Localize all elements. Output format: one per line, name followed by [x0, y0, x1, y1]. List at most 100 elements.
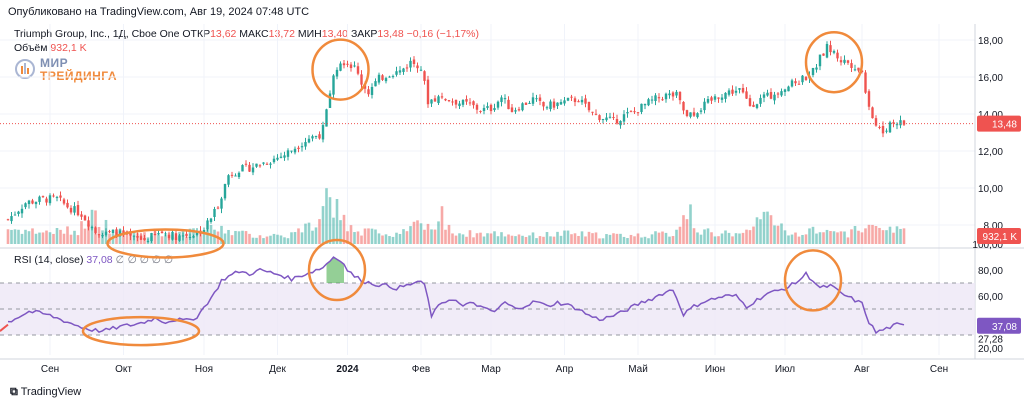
- candle-body: [825, 43, 829, 58]
- candle-body: [234, 175, 237, 177]
- candle-body: [874, 118, 878, 126]
- volume-bar: [416, 220, 419, 244]
- candle-body: [335, 69, 339, 77]
- time-tick-label: Ноя: [195, 364, 213, 375]
- candle-body: [227, 175, 230, 185]
- candle-body: [829, 45, 832, 53]
- candle-body: [577, 101, 580, 103]
- rsi-legend: RSI (14, close) 37,08 ∅ ∅ ∅ ∅ ∅: [14, 254, 173, 266]
- volume-bar: [787, 235, 790, 244]
- volume-bar: [300, 232, 304, 244]
- tradingview-brand[interactable]: ⧉ TradingView: [10, 386, 81, 399]
- volume-bar: [447, 224, 451, 244]
- candle-body: [370, 86, 374, 95]
- candle-body: [482, 107, 486, 112]
- volume-bar: [594, 232, 598, 244]
- volume-bar: [227, 229, 230, 244]
- candle-body: [867, 91, 871, 107]
- volume-bar: [405, 231, 409, 244]
- rsi-name[interactable]: RSI (14, close): [14, 254, 84, 266]
- rsi-band: [0, 282, 975, 336]
- candle-body: [451, 101, 454, 103]
- candle-body: [437, 96, 440, 104]
- symbol-name[interactable]: Triumph Group, Inc., 1Д, Cboe One: [14, 28, 180, 40]
- volume-bar: [685, 219, 689, 244]
- volume-bar: [27, 231, 31, 244]
- volume-bar: [661, 231, 664, 244]
- volume-bar: [892, 232, 895, 244]
- volume-bar: [720, 233, 724, 244]
- close-value: 13,48: [377, 28, 404, 40]
- candle-body: [90, 226, 94, 229]
- candle-body: [38, 196, 41, 202]
- volume-bar: [902, 228, 906, 244]
- candle-body: [797, 83, 801, 85]
- candle-body: [363, 85, 367, 89]
- candle-body: [619, 120, 622, 126]
- candle-body: [136, 236, 139, 238]
- price-tick-label: 8,00: [984, 221, 1004, 232]
- volume-label: Объём: [14, 42, 48, 54]
- rsi-value: 37,08: [86, 254, 113, 266]
- candle-body: [542, 101, 545, 107]
- candle-body: [549, 101, 552, 110]
- candle-body: [731, 89, 734, 94]
- volume-bar: [895, 226, 899, 244]
- price-tick-label: 18,00: [978, 36, 1003, 47]
- candle-body: [559, 102, 563, 105]
- candle-body: [461, 100, 465, 105]
- volume-bar: [846, 237, 850, 244]
- volume-bar: [419, 223, 423, 244]
- volume-bar: [780, 223, 783, 244]
- candle-body: [178, 235, 181, 241]
- candle-body: [888, 122, 892, 133]
- volume-bar: [741, 232, 745, 244]
- candle-body: [265, 163, 269, 165]
- price-tick-label: 14,00: [978, 110, 1003, 121]
- candle-body: [279, 156, 283, 158]
- candle-body: [584, 98, 587, 104]
- candle-body: [475, 104, 479, 110]
- volume-bar: [510, 235, 514, 244]
- highlight-circle: [804, 30, 864, 94]
- candle-body: [41, 196, 45, 198]
- candle-body: [689, 112, 692, 117]
- candle-body: [661, 99, 664, 101]
- candle-body: [17, 211, 20, 214]
- volume-bar: [640, 237, 643, 244]
- candle-body: [297, 147, 300, 150]
- time-tick-label: Фев: [412, 364, 430, 375]
- candle-body: [55, 197, 59, 199]
- volume-bar: [367, 228, 370, 244]
- volume-bar: [853, 225, 857, 244]
- candle-body: [510, 107, 514, 113]
- candle-body: [682, 101, 685, 111]
- candle-body: [839, 60, 843, 63]
- volume-bar: [783, 230, 787, 244]
- candle-body: [535, 98, 538, 100]
- annotations: [81, 30, 864, 347]
- candle-body: [486, 106, 489, 108]
- candle-body: [850, 63, 853, 68]
- volume-bar: [573, 233, 577, 244]
- candle-body: [405, 67, 409, 69]
- volume-bar: [493, 231, 496, 244]
- candle-body: [783, 89, 787, 92]
- candle-body: [773, 94, 776, 101]
- low-label: МИН: [297, 28, 322, 40]
- time-tick-label: Июл: [775, 364, 795, 375]
- volume-bar: [531, 232, 535, 244]
- candle-body: [776, 93, 780, 95]
- candle-body: [622, 114, 626, 122]
- time-tick-label: Июн: [705, 364, 725, 375]
- published-note: Опубликовано на TradingView.com, Авг 19,…: [8, 6, 310, 18]
- volume-bar: [384, 234, 388, 244]
- volume-bar: [195, 230, 199, 244]
- candle-body: [111, 229, 115, 234]
- volume-bar: [549, 236, 552, 244]
- volume-bar: [160, 236, 164, 244]
- volume-bar: [412, 221, 416, 244]
- candle-body: [409, 60, 412, 68]
- candle-body: [69, 207, 73, 213]
